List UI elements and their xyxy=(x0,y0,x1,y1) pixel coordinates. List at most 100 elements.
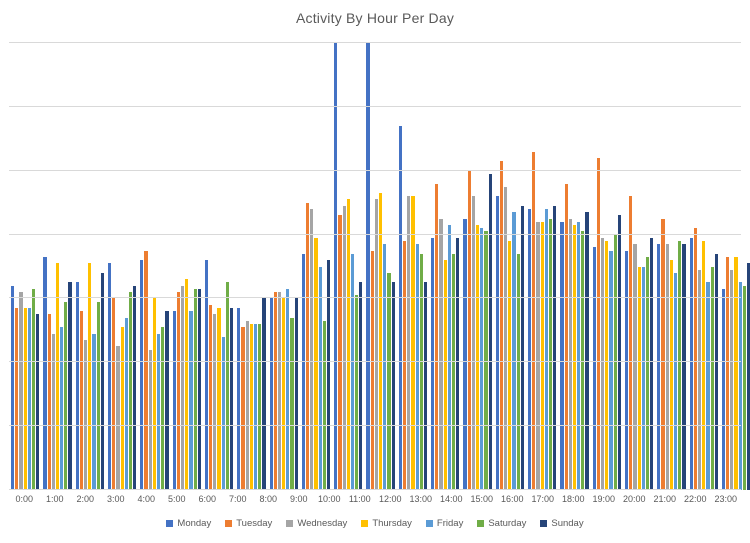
bar-wednesday-5:00 xyxy=(180,285,185,490)
bar-sunday-22:00 xyxy=(747,263,750,490)
bar-thursday-0:00 xyxy=(23,308,27,490)
bar-saturday-3:00 xyxy=(128,292,133,490)
bar-thursday-13:00 xyxy=(443,260,447,490)
legend-label-saturday: Saturday xyxy=(488,518,527,529)
bar-tuesday-20:00 xyxy=(661,218,665,490)
bar-tuesday-14:00 xyxy=(467,170,471,490)
legend-label-wednesday: Wednesday xyxy=(297,518,348,529)
bar-wednesday-11:00 xyxy=(374,199,378,490)
bar-monday-8:00 xyxy=(269,298,273,490)
bar-sunday-14:00 xyxy=(488,173,492,490)
legend-swatch-monday xyxy=(166,520,174,527)
x-axis: 0:00 1:00 2:00 3:00 4:00 5:00 6:00 7:00 8:00 9:00… xyxy=(9,494,741,504)
bar-friday-17:00 xyxy=(577,221,581,490)
bar-wednesday-21:00 xyxy=(697,269,702,490)
bar-sunday-15:00 xyxy=(520,205,524,490)
bar-friday-21:00 xyxy=(706,282,710,490)
bar-saturday-19:00 xyxy=(645,256,650,490)
bar-saturday-15:00 xyxy=(516,253,520,490)
bar-monday-4:00 xyxy=(140,260,144,490)
bar-sunday-16:00 xyxy=(553,205,557,490)
bar-tuesday-9:00 xyxy=(306,202,310,490)
x-axis-label-16:00: 16:00 xyxy=(500,494,524,504)
x-axis-line xyxy=(9,489,741,490)
legend-item-wednesday: Wednesday xyxy=(286,518,347,529)
bar-sunday-11:00 xyxy=(391,282,395,490)
gridline-50 xyxy=(9,169,741,171)
bar-saturday-2:00 xyxy=(96,301,100,490)
bar-saturday-6:00 xyxy=(225,282,229,490)
bar-monday-14:00 xyxy=(463,218,467,490)
bar-tuesday-3:00 xyxy=(112,298,116,490)
legend-label-monday: Monday xyxy=(177,518,212,529)
bar-group-10:00 xyxy=(332,43,364,490)
x-axis-label-6:00: 6:00 xyxy=(198,494,217,504)
bar-saturday-11:00 xyxy=(387,272,391,490)
bar-thursday-20:00 xyxy=(669,260,673,490)
bar-monday-1:00 xyxy=(43,256,47,490)
legend-swatch-friday xyxy=(425,520,433,527)
bar-saturday-4:00 xyxy=(161,327,165,490)
legend-item-saturday: Saturday xyxy=(477,518,526,529)
bar-monday-10:00 xyxy=(334,43,338,490)
bar-thursday-12:00 xyxy=(411,196,415,490)
bar-wednesday-19:00 xyxy=(633,244,637,490)
bar-saturday-17:00 xyxy=(581,231,585,490)
legend-label-thursday: Thursday xyxy=(372,518,412,529)
bar-group-19:00 xyxy=(623,43,655,490)
bar-thursday-3:00 xyxy=(120,327,124,490)
bar-friday-4:00 xyxy=(157,333,161,490)
bar-friday-9:00 xyxy=(318,266,322,490)
bar-group-11:00 xyxy=(364,43,396,490)
bar-friday-0:00 xyxy=(27,308,31,490)
x-axis-label-0:00: 0:00 xyxy=(15,494,34,504)
bar-group-22:00 xyxy=(720,43,750,490)
bar-thursday-21:00 xyxy=(702,240,706,490)
bar-saturday-22:00 xyxy=(742,285,746,490)
legend-swatch-sunday xyxy=(540,520,548,527)
bar-thursday-19:00 xyxy=(637,266,641,490)
bar-saturday-0:00 xyxy=(31,288,36,490)
bar-wednesday-7:00 xyxy=(245,320,249,490)
bar-saturday-21:00 xyxy=(710,266,714,490)
bar-friday-15:00 xyxy=(512,212,516,490)
bar-wednesday-3:00 xyxy=(116,346,120,490)
legend-item-tuesday: Tuesday xyxy=(225,518,272,529)
legend-label-friday: Friday xyxy=(436,518,464,529)
bar-thursday-4:00 xyxy=(152,298,156,490)
bar-friday-10:00 xyxy=(350,253,355,490)
x-axis-label-14:00: 14:00 xyxy=(439,494,463,504)
bar-thursday-18:00 xyxy=(605,240,609,490)
bar-thursday-7:00 xyxy=(249,323,253,490)
legend-swatch-wednesday xyxy=(286,520,294,527)
bar-sunday-5:00 xyxy=(197,288,201,490)
bar-group-15:00 xyxy=(494,43,526,490)
bar-group-14:00 xyxy=(461,43,493,490)
bar-tuesday-0:00 xyxy=(15,308,19,490)
x-axis-label-11:00: 11:00 xyxy=(348,494,371,504)
bar-thursday-15:00 xyxy=(508,240,512,490)
legend-item-sunday: Sunday xyxy=(540,518,584,529)
bar-tuesday-2:00 xyxy=(79,311,83,490)
bar-monday-12:00 xyxy=(398,126,402,490)
bar-sunday-17:00 xyxy=(585,212,589,490)
bar-monday-18:00 xyxy=(592,247,596,490)
bar-thursday-6:00 xyxy=(217,308,221,490)
x-axis-label-20:00: 20:00 xyxy=(622,494,646,504)
bar-saturday-10:00 xyxy=(355,295,359,490)
bar-monday-21:00 xyxy=(689,237,693,490)
x-axis-label-8:00: 8:00 xyxy=(259,494,278,504)
bar-sunday-4:00 xyxy=(165,311,169,490)
bar-sunday-2:00 xyxy=(100,272,104,490)
bar-sunday-8:00 xyxy=(294,298,298,490)
bar-thursday-10:00 xyxy=(346,199,350,490)
bar-friday-1:00 xyxy=(60,327,64,490)
bar-group-16:00 xyxy=(526,43,558,490)
chart-title: Activity By Hour Per Day xyxy=(295,10,455,26)
legend-item-monday: Monday xyxy=(166,518,211,529)
x-axis-label-13:00: 13:00 xyxy=(409,494,433,504)
bar-friday-7:00 xyxy=(253,323,258,490)
bar-wednesday-16:00 xyxy=(536,221,540,490)
bar-sunday-13:00 xyxy=(456,237,460,490)
bar-wednesday-15:00 xyxy=(504,186,508,490)
